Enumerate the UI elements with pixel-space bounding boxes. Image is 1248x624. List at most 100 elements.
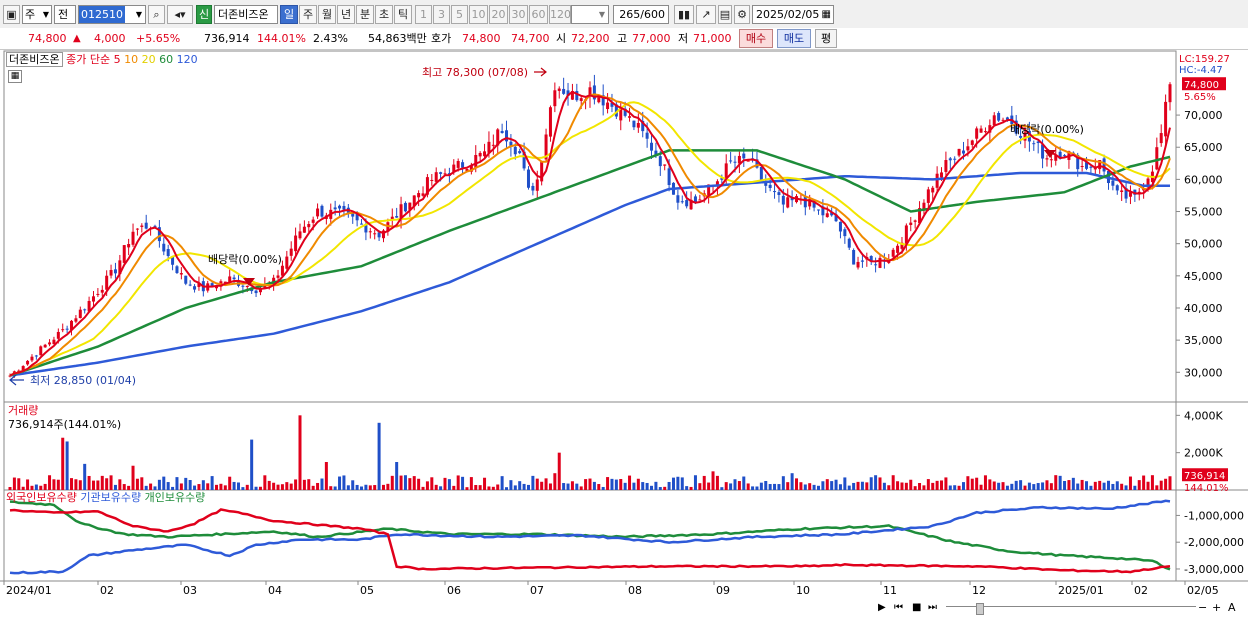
candle xyxy=(860,260,864,262)
chart-svg[interactable]: 30,000 35,000 40,000 45,000 50,000 55,000 60,0… xyxy=(0,50,1248,621)
tab-minute-1[interactable]: 1 xyxy=(415,5,432,24)
candle xyxy=(434,172,438,182)
forward-icon[interactable]: ⏭ xyxy=(928,602,937,613)
candle xyxy=(144,222,148,229)
eval-button[interactable]: 평 xyxy=(815,29,837,48)
tab-period-1[interactable]: 주 xyxy=(299,5,317,24)
window-menu-icon[interactable]: ▣ xyxy=(3,5,20,24)
candle xyxy=(39,346,43,356)
volume-bar xyxy=(434,484,438,490)
legend-ma60: 60 xyxy=(159,53,174,66)
sell-button[interactable]: 매도 xyxy=(777,29,811,48)
count-input[interactable]: 265/600 xyxy=(613,5,669,24)
volume-bar xyxy=(693,475,697,490)
candle xyxy=(553,90,557,107)
volume-bar xyxy=(443,477,447,490)
tab-minute-30[interactable]: 30 xyxy=(509,5,528,24)
search-icon[interactable]: ⌕ xyxy=(148,5,165,24)
candle xyxy=(1111,180,1115,186)
rewind-icon[interactable]: ⏮ xyxy=(894,602,903,613)
volume-bar xyxy=(636,478,640,490)
tab-period-3[interactable]: 년 xyxy=(337,5,355,24)
candle xyxy=(197,282,201,287)
scroll-thumb[interactable] xyxy=(976,603,984,615)
candle xyxy=(26,360,30,365)
candle xyxy=(570,91,574,100)
candle xyxy=(74,318,78,322)
gear-icon[interactable]: ⚙ xyxy=(734,5,750,24)
volume-bar xyxy=(210,476,214,490)
market-select[interactable]: 주 ▼ xyxy=(22,5,52,24)
candle xyxy=(162,243,166,252)
candle xyxy=(78,309,82,319)
candle xyxy=(360,223,364,225)
candle xyxy=(122,245,126,263)
stop-icon[interactable]: ■ xyxy=(912,602,922,613)
legend-stock-name[interactable]: 더존비즈온 xyxy=(6,52,63,67)
y-tick-label: 30,000 xyxy=(1184,366,1223,379)
zoom-out-icon[interactable]: − xyxy=(1198,601,1208,614)
scroll-track[interactable] xyxy=(946,606,1196,614)
low-annotation: 최저 28,850 (01/04) xyxy=(30,374,136,387)
tab-period-2[interactable]: 월 xyxy=(318,5,336,24)
candle xyxy=(193,286,197,290)
candle xyxy=(425,177,429,195)
volume-bar xyxy=(711,471,715,490)
volume-bar xyxy=(522,483,526,490)
candle xyxy=(773,191,777,193)
volume-bar xyxy=(342,475,346,490)
candle xyxy=(505,130,509,142)
volume-bar xyxy=(100,475,104,490)
candle xyxy=(294,235,298,252)
candle xyxy=(689,199,693,210)
candle xyxy=(131,231,135,245)
candle xyxy=(693,196,697,203)
tab-minute-20[interactable]: 20 xyxy=(489,5,508,24)
candle xyxy=(241,285,245,287)
volume-bar xyxy=(201,480,205,490)
y-tick-label: 45,000 xyxy=(1184,270,1223,283)
volume-bar xyxy=(272,482,276,490)
tab-period-4[interactable]: 분 xyxy=(356,5,374,24)
candle xyxy=(540,161,544,182)
font-size-icon[interactable]: A xyxy=(1228,601,1236,614)
candle xyxy=(680,201,684,203)
scroll-left-icon[interactable]: ▶ xyxy=(878,602,886,613)
low-price: 71,000 xyxy=(693,32,732,45)
tab-period-0[interactable]: 일 xyxy=(280,5,298,24)
tab-minute-120[interactable]: 120 xyxy=(549,5,571,24)
prefix-select[interactable]: 전 xyxy=(54,5,76,24)
candle xyxy=(834,214,838,222)
draw-tool-icon[interactable]: ↗ xyxy=(696,5,716,24)
candle-type-icon[interactable]: ▮▮ xyxy=(674,5,694,24)
candle xyxy=(368,231,372,233)
interval-select[interactable]: ▼ xyxy=(571,5,609,24)
grid-toggle-icon[interactable]: ▦ xyxy=(8,70,22,83)
volume-bar xyxy=(298,415,302,490)
candle xyxy=(87,300,91,312)
volume-bar xyxy=(1027,482,1031,490)
tab-minute-3[interactable]: 3 xyxy=(433,5,450,24)
date-input[interactable]: 2025/02/05 ▦ xyxy=(752,5,834,24)
tab-period-6[interactable]: 틱 xyxy=(394,5,412,24)
buy-button[interactable]: 매수 xyxy=(739,29,773,48)
tab-minute-10[interactable]: 10 xyxy=(469,5,488,24)
volume-bar xyxy=(140,477,144,490)
new-badge[interactable]: 신 xyxy=(196,5,212,24)
tab-minute-60[interactable]: 60 xyxy=(529,5,548,24)
volume-bar xyxy=(469,477,473,490)
volume-bar xyxy=(654,481,658,490)
save-icon[interactable]: ▤ xyxy=(718,5,732,24)
code-input[interactable]: 012510 ▼ xyxy=(78,5,146,24)
x-tick-label: 2024/01 xyxy=(6,584,52,597)
zoom-in-icon[interactable]: + xyxy=(1212,601,1222,614)
tab-period-5[interactable]: 초 xyxy=(375,5,393,24)
volume-bar xyxy=(250,439,254,490)
volume-bar xyxy=(241,487,245,490)
candle xyxy=(1076,155,1080,170)
candle xyxy=(1063,155,1067,157)
candle xyxy=(355,213,359,221)
volume-bar xyxy=(355,484,359,490)
tab-minute-5[interactable]: 5 xyxy=(451,5,468,24)
sound-icon[interactable]: ◂▾ xyxy=(167,5,193,24)
